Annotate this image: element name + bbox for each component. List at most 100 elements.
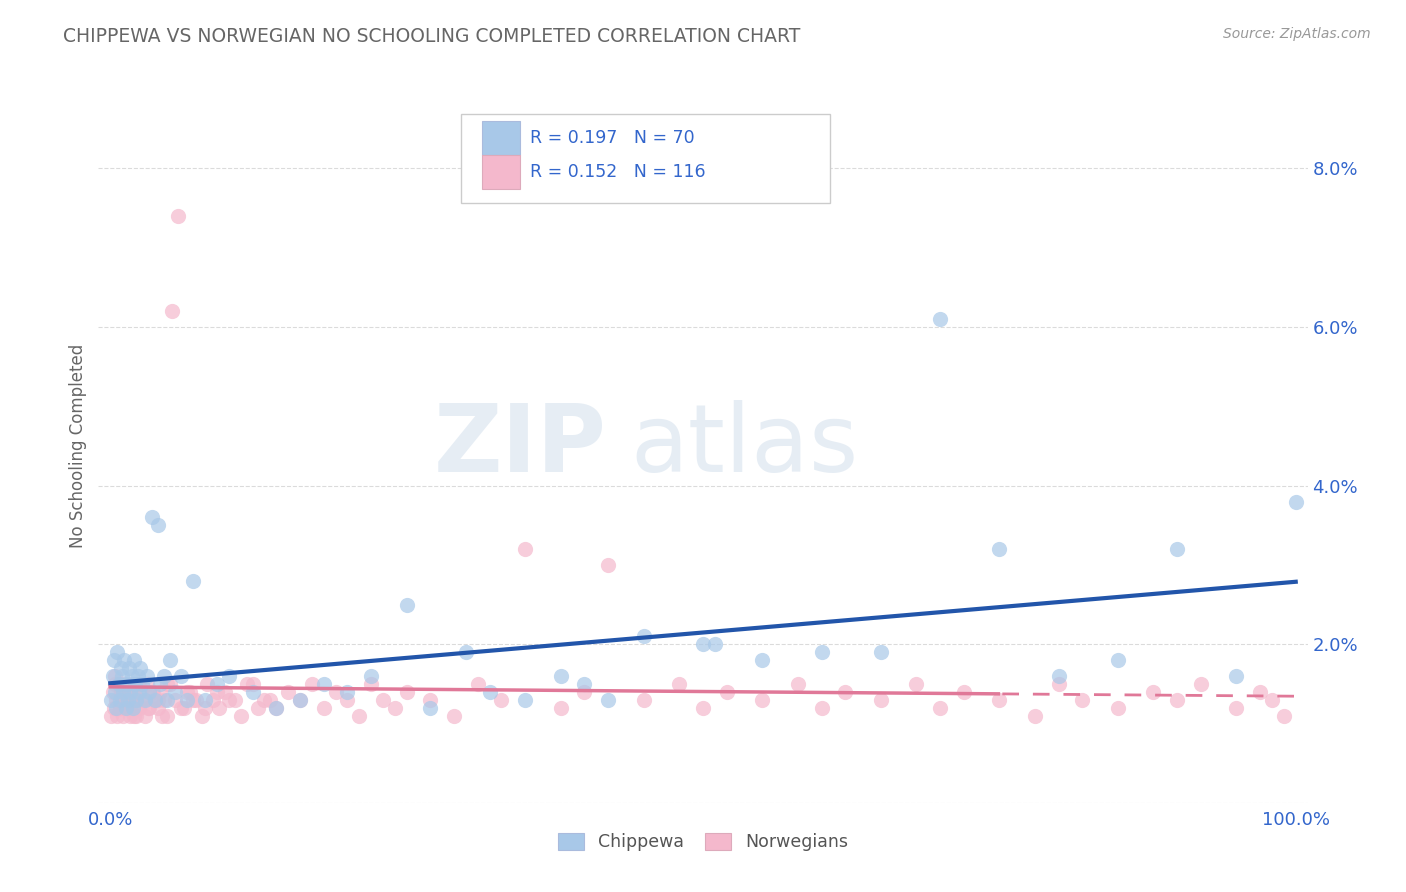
Point [786, 677, 808, 691]
Point [869, 645, 891, 659]
Point [218, 692, 240, 706]
Point [104, 669, 127, 683]
Point [1047, 677, 1070, 691]
Point [152, 708, 174, 723]
Point [105, 692, 128, 706]
Point [1189, 677, 1212, 691]
Point [454, 645, 477, 659]
Point [136, 677, 159, 691]
Point [121, 677, 143, 691]
Point [491, 692, 513, 706]
Point [117, 692, 139, 706]
Point [112, 685, 135, 699]
Point [224, 692, 246, 706]
Text: CHIPPEWA VS NORWEGIAN NO SCHOOLING COMPLETED CORRELATION CHART: CHIPPEWA VS NORWEGIAN NO SCHOOLING COMPL… [63, 27, 800, 45]
Point [384, 700, 406, 714]
Point [108, 700, 131, 714]
Point [515, 542, 537, 557]
Point [176, 692, 198, 706]
Point [103, 653, 125, 667]
Point [478, 685, 501, 699]
Point [264, 700, 287, 714]
Point [120, 708, 142, 723]
Point [134, 692, 156, 706]
Point [122, 708, 145, 723]
Point [218, 669, 240, 683]
Point [138, 685, 160, 699]
Point [312, 677, 335, 691]
Point [107, 677, 129, 691]
Point [929, 700, 952, 714]
Point [277, 685, 299, 699]
Point [100, 692, 122, 706]
Point [110, 685, 132, 699]
Point [194, 700, 217, 714]
Point [242, 677, 264, 691]
Point [121, 669, 143, 683]
Point [156, 677, 179, 691]
Point [111, 692, 134, 706]
Point [127, 677, 149, 691]
Point [159, 677, 181, 691]
Point [253, 692, 276, 706]
Point [598, 692, 620, 706]
Point [166, 209, 188, 223]
Point [371, 692, 394, 706]
Point [312, 700, 335, 714]
Text: ZIP: ZIP [433, 400, 606, 492]
Point [138, 700, 160, 714]
Point [692, 637, 714, 651]
Text: atlas: atlas [630, 400, 859, 492]
Point [143, 692, 166, 706]
Point [117, 685, 139, 699]
Point [176, 685, 198, 699]
Point [574, 685, 596, 699]
Point [810, 645, 832, 659]
Point [141, 685, 163, 699]
Point [1261, 692, 1284, 706]
Point [1225, 669, 1247, 683]
Point [146, 692, 169, 706]
Point [129, 661, 152, 675]
Point [121, 700, 143, 714]
Point [242, 685, 264, 699]
Point [143, 692, 166, 706]
Y-axis label: No Schooling Completed: No Schooling Completed [69, 344, 87, 548]
Point [128, 700, 150, 714]
Point [110, 661, 132, 675]
Point [419, 700, 441, 714]
Point [114, 692, 136, 706]
Point [1166, 692, 1188, 706]
Point [128, 677, 150, 691]
Point [146, 518, 169, 533]
Point [202, 692, 225, 706]
Point [419, 692, 441, 706]
Point [360, 677, 382, 691]
Point [104, 677, 127, 691]
Point [550, 669, 572, 683]
Point [103, 700, 125, 714]
Point [131, 677, 153, 691]
Point [156, 708, 179, 723]
Point [128, 685, 150, 699]
Point [114, 700, 136, 714]
Point [834, 685, 856, 699]
Point [160, 304, 183, 318]
Point [122, 685, 145, 699]
Point [152, 692, 174, 706]
Point [131, 692, 153, 706]
Point [156, 692, 179, 706]
Point [122, 653, 145, 667]
Bar [482, 120, 520, 155]
Point [121, 700, 143, 714]
Point [574, 677, 596, 691]
Point [716, 685, 738, 699]
Point [118, 692, 141, 706]
Point [105, 708, 128, 723]
Point [952, 685, 974, 699]
Point [1285, 494, 1308, 508]
Point [108, 700, 131, 714]
Point [136, 669, 159, 683]
Point [184, 692, 207, 706]
Point [1107, 700, 1129, 714]
